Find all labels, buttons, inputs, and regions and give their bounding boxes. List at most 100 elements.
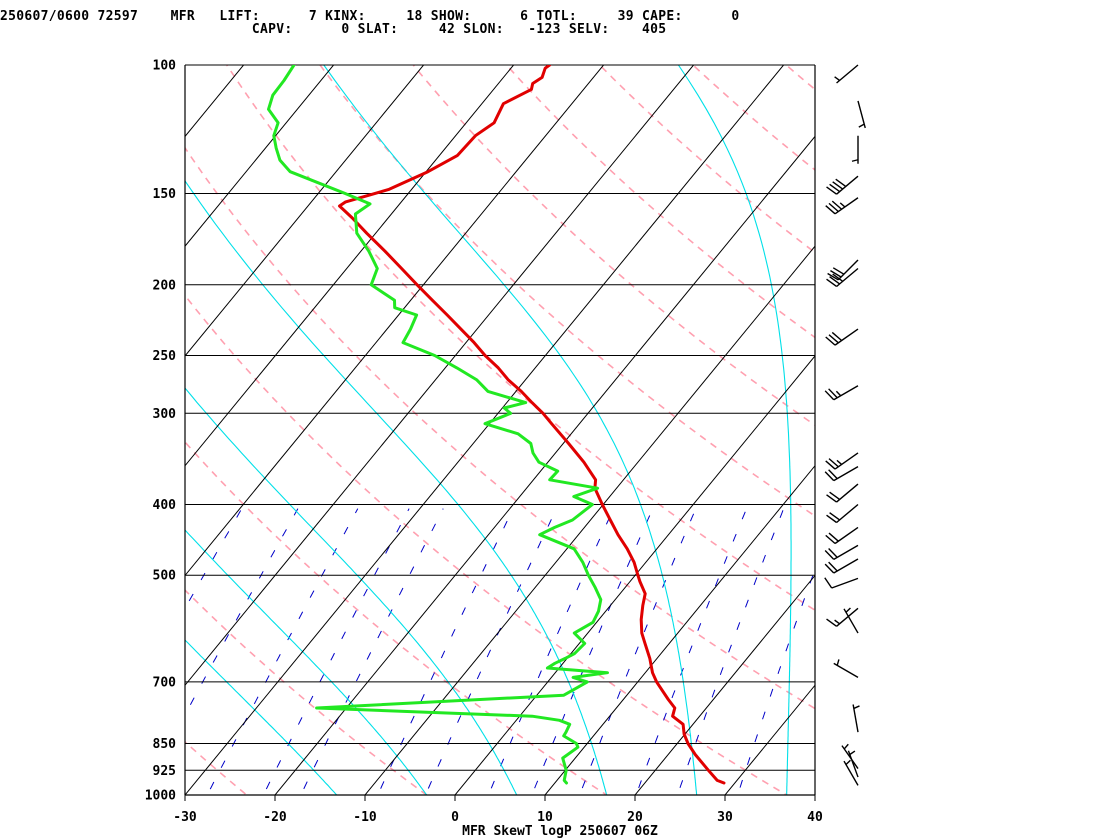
pressure-tick-label: 200: [153, 278, 177, 293]
wind-barb: [826, 267, 859, 288]
wind-barb: [824, 577, 859, 589]
wind-barb: [847, 750, 859, 778]
moist-adiabat-line: [677, 65, 792, 795]
pressure-tick-label: 850: [153, 737, 177, 752]
dry-adiabat-line: [185, 146, 815, 710]
isotherm-line: [0, 49, 167, 811]
isotherm-line: [185, 65, 425, 357]
mixing-ratio-line: [185, 508, 299, 716]
temperature-tick-label: 0: [451, 810, 459, 825]
dry-adiabat-line: [185, 740, 248, 795]
wind-barb: [825, 452, 859, 470]
pressure-tick-label: 150: [153, 187, 177, 202]
mixing-ratio-line: [635, 508, 747, 795]
dry-adiabat-line: [225, 65, 815, 612]
moist-adiabat-line: [185, 639, 338, 795]
wind-barb: [833, 659, 859, 678]
isotherm-line: [364, 245, 815, 795]
wind-barb: [843, 759, 859, 786]
pressure-tick-label: 100: [153, 59, 177, 74]
isotherm-line: [274, 135, 815, 795]
isotherm-line: [185, 65, 515, 467]
isotherm-line: [185, 65, 695, 687]
pressure-tick-label: 250: [153, 349, 177, 364]
isotherm-line: [185, 65, 245, 138]
temperature-tick-label: 30: [717, 810, 733, 825]
moist-adiabat-line: [185, 529, 428, 795]
pressure-tick-label: 1000: [145, 789, 176, 804]
header-line-1: 250607/0600 72597 MFR LIFT: 7 KINX: 18 S…: [0, 9, 740, 24]
pressure-tick-label: 925: [153, 764, 176, 779]
moist-adiabat-line: [875, 49, 973, 814]
mixing-ratio-line: [377, 508, 514, 795]
temperature-tick-label: -30: [173, 810, 197, 825]
temperature-tick-label: 10: [537, 810, 553, 825]
moist-adiabat-line: [185, 387, 518, 795]
isotherm-line: [634, 574, 815, 795]
wind-barbs: [824, 64, 866, 786]
wind-barb: [852, 704, 860, 733]
pressure-axis: 1000 925 850 700 500 400 300 250 200 150 100: [145, 59, 176, 804]
wind-barb: [825, 328, 859, 346]
dry-adiabat-line: [412, 65, 815, 427]
dry-adiabat-line: [185, 294, 789, 795]
wind-barb: [824, 466, 859, 482]
isotherm-line: [454, 355, 815, 795]
mixing-ratio-line: [579, 508, 697, 795]
wind-barb: [826, 503, 859, 524]
plot-frame: [184, 65, 816, 796]
wind-barb: [851, 135, 859, 164]
temperature-tick-label: 40: [807, 810, 823, 825]
dewpoint-profile-line: [267, 65, 609, 785]
dry-adiabat-line: [505, 65, 815, 339]
mixing-ratio-line: [185, 508, 243, 610]
wind-barb: [825, 197, 859, 215]
temperature-tick-label: -20: [263, 810, 287, 825]
pressure-tick-label: 400: [153, 498, 177, 513]
background-lines: [0, 49, 1120, 814]
isotherm-line: [185, 65, 785, 795]
header-line-2: CAPV: 0 SLAT: 42 SLON: -123 SELV: 405: [0, 22, 667, 37]
wind-barb: [825, 526, 859, 545]
mixing-ratio-line: [300, 508, 444, 795]
moist-adiabat-line: [964, 49, 1120, 814]
dry-adiabat-line: [785, 65, 815, 91]
wind-barb: [834, 64, 859, 84]
mixing-ratio-line: [531, 508, 654, 795]
dry-adiabat-line: [185, 589, 428, 795]
temperature-axis: -30 -20 -10 0 10 20 30 40: [173, 795, 823, 825]
mixing-ratio-line: [424, 508, 557, 795]
temperature-tick-label: 20: [627, 810, 643, 825]
wind-barb: [857, 100, 866, 129]
isotherm-line: [185, 65, 605, 577]
wind-barb: [826, 483, 859, 503]
isotherm-line: [724, 684, 815, 795]
profiles: [267, 65, 726, 785]
moist-adiabat-line: [185, 179, 608, 795]
temperature-tick-label: -10: [353, 810, 377, 825]
wind-barb: [824, 558, 859, 574]
dry-adiabat-line: [691, 65, 815, 171]
wind-barb: [827, 259, 859, 281]
wind-barb: [824, 385, 859, 401]
pressure-tick-label: 700: [153, 675, 177, 690]
wind-barb: [843, 607, 859, 634]
moist-adiabat-line: [323, 65, 698, 795]
isotherm-line: [0, 49, 77, 811]
isotherm-line: [814, 794, 815, 795]
mixing-ratio-line: [676, 508, 785, 795]
isobars: [185, 64, 815, 796]
wind-barb: [824, 544, 859, 560]
temperature-profile-line: [338, 65, 726, 785]
mixing-ratio-line: [487, 508, 614, 795]
header-panel: 250607/0600 72597 MFR LIFT: 7 KINX: 18 S…: [0, 0, 1120, 40]
mixing-ratio-line: [262, 508, 410, 795]
mixing-ratio-line: [737, 567, 815, 795]
wind-barb: [841, 743, 859, 769]
isotherm-line: [544, 464, 815, 795]
mixing-ratio-line: [206, 508, 359, 795]
wind-barb: [826, 175, 859, 195]
wind-barb: [826, 607, 859, 627]
pressure-tick-label: 500: [153, 569, 177, 584]
